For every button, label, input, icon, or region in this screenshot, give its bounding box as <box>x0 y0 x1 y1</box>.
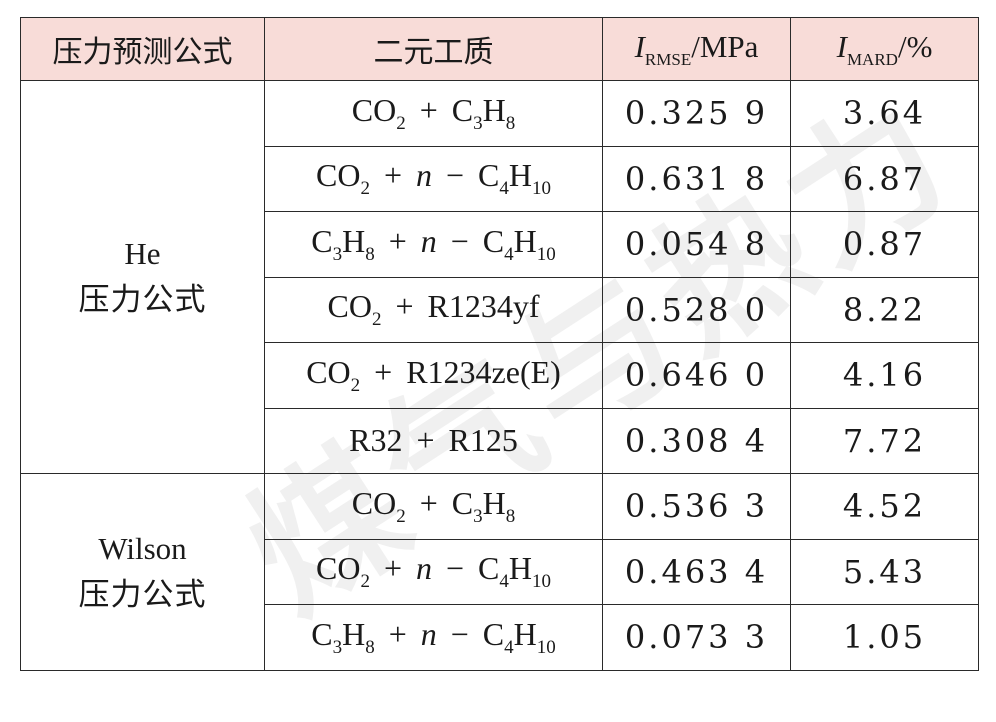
header-rmse-subscript: RMSE <box>644 49 692 69</box>
working-fluid-cell: CO2 + C3H8 <box>264 473 603 540</box>
table-row: CO2 + n − C4H10 0.631 8 6.87 <box>21 145 979 212</box>
header-formula: 压力预测公式 <box>20 17 265 81</box>
working-fluid-cell: C3H8 + n − C4H10 <box>264 604 603 671</box>
table-row: R32 + R125 0.308 4 7.72 <box>21 407 979 474</box>
mard-cell: 6.87 <box>790 145 979 212</box>
header-mard-subscript: MARD <box>846 49 898 69</box>
header-row: 压力预测公式 二元工质 IRMSE/MPa IMARD/% <box>20 17 979 81</box>
table-row: CO2 + n − C4H10 0.463 4 5.43 <box>21 538 979 605</box>
formula-group-cell: He 压力公式 <box>20 80 265 474</box>
mard-cell: 0.87 <box>790 211 979 278</box>
data-table: 压力预测公式 二元工质 IRMSE/MPa IMARD/% He 压力公式 CO2 … <box>20 17 979 671</box>
mard-cell: 4.16 <box>790 342 979 409</box>
table-body: He 压力公式 CO2 + C3H8 0.325 9 3.64 CO2 + n − C4H… <box>20 80 979 671</box>
header-rmse-unit: /MPa <box>691 28 759 64</box>
rmse-cell: 0.646 0 <box>602 342 791 409</box>
working-fluid-cell: CO2 + R1234yf <box>264 276 603 343</box>
formula-group-name: He <box>124 236 161 271</box>
working-fluid-cell: R32 + R125 <box>264 407 603 474</box>
mard-cell: 7.72 <box>790 407 979 474</box>
rmse-cell: 0.325 9 <box>602 80 791 147</box>
mard-cell: 3.64 <box>790 80 979 147</box>
mard-cell: 4.52 <box>790 473 979 540</box>
header-rmse-symbol: I <box>634 28 645 64</box>
header-mard-symbol: I <box>836 28 847 64</box>
table-row: CO2 + R1234ze(E) 0.646 0 4.16 <box>21 342 979 409</box>
rmse-cell: 0.631 8 <box>602 145 791 212</box>
mard-cell: 5.43 <box>790 538 979 605</box>
header-working-fluid: 二元工质 <box>264 17 603 81</box>
formula-group-label: 压力公式 <box>78 576 207 613</box>
header-rmse: IRMSE/MPa <box>602 17 791 81</box>
working-fluid-cell: CO2 + n − C4H10 <box>264 538 603 605</box>
formula-group-label: 压力公式 <box>78 282 207 318</box>
rmse-cell: 0.308 4 <box>602 407 791 474</box>
rmse-cell: 0.528 0 <box>602 276 791 343</box>
table-row: Wilson 压力公式 CO2 + C3H8 0.536 3 4.52 <box>20 473 979 671</box>
mard-cell: 8.22 <box>790 276 979 343</box>
working-fluid-cell: C3H8 + n − C4H10 <box>264 211 603 278</box>
rmse-cell: 0.463 4 <box>602 538 791 605</box>
rmse-cell: 0.073 3 <box>602 604 791 671</box>
header-mard: IMARD/% <box>790 17 979 81</box>
table-row: CO2 + R1234yf 0.528 0 8.22 <box>21 276 979 343</box>
header-mard-unit: /% <box>897 28 933 64</box>
rmse-cell: 0.054 8 <box>602 211 791 278</box>
mard-cell: 1.05 <box>790 604 979 671</box>
table-row: C3H8 + n − C4H10 0.054 8 0.87 <box>21 211 979 278</box>
formula-group-name: Wilson <box>98 530 187 566</box>
working-fluid-cell: CO2 + n − C4H10 <box>264 145 603 212</box>
table-row: He 压力公式 CO2 + C3H8 0.325 9 3.64 <box>20 80 979 474</box>
formula-group-cell: Wilson 压力公式 <box>20 473 265 671</box>
working-fluid-cell: CO2 + R1234ze(E) <box>264 342 603 409</box>
rmse-cell: 0.536 3 <box>602 473 791 540</box>
table-row: C3H8 + n − C4H10 0.073 3 1.05 <box>21 604 979 671</box>
working-fluid-cell: CO2 + C3H8 <box>264 80 603 147</box>
